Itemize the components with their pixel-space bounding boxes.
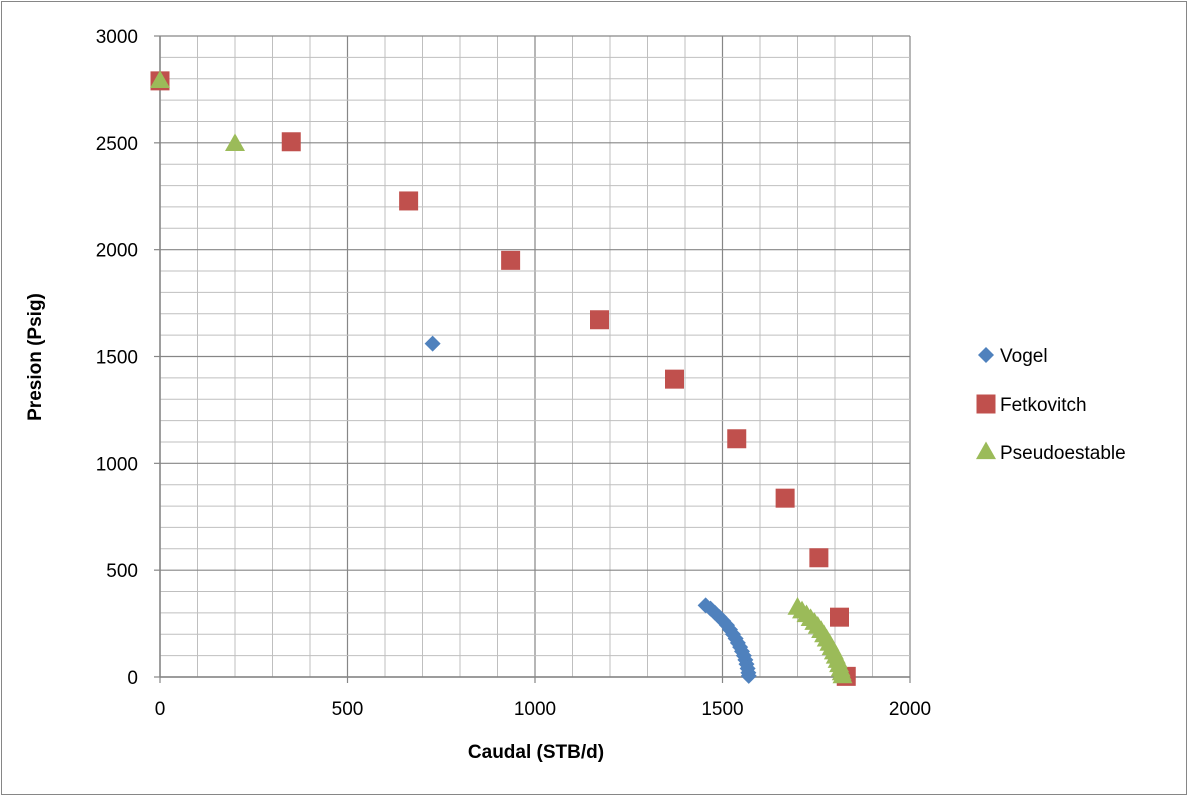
y-tick-label: 1500 xyxy=(96,348,138,369)
tick-labels: 0 500 1000 1500 2000 0 500 1000 1500 2000 2500 3000 xyxy=(96,27,931,720)
y-tick-label: 3000 xyxy=(96,27,138,48)
series-layer xyxy=(150,70,856,686)
data-point-pseudoestable xyxy=(150,70,170,89)
x-tick-label: 2000 xyxy=(889,699,931,720)
legend-marker-pseudoestable xyxy=(976,441,996,460)
data-point-fetkovitch xyxy=(501,250,521,270)
y-tick-label: 2500 xyxy=(96,134,138,155)
legend-item-fetkovitch: Fetkovitch xyxy=(976,394,1087,416)
data-point-fetkovitch xyxy=(809,548,829,568)
y-tick-label: 2000 xyxy=(96,241,138,262)
data-point-fetkovitch xyxy=(281,132,301,152)
data-point-pseudoestable xyxy=(225,133,245,152)
y-tick-label: 0 xyxy=(127,668,138,689)
legend-label: Vogel xyxy=(1000,346,1048,367)
x-axis-title: Caudal (STB/d) xyxy=(468,742,604,763)
data-point-fetkovitch xyxy=(727,429,747,449)
series-vogel xyxy=(424,335,757,684)
data-point-fetkovitch xyxy=(775,488,795,508)
legend-marker-fetkovitch xyxy=(976,394,996,414)
y-tick-label: 1000 xyxy=(96,454,138,475)
data-point-vogel xyxy=(740,667,757,684)
legend-label: Fetkovitch xyxy=(1000,395,1087,416)
legend-marker-vogel xyxy=(978,347,994,363)
x-tick-label: 500 xyxy=(332,699,364,720)
data-point-fetkovitch xyxy=(665,369,684,389)
data-point-fetkovitch xyxy=(399,191,419,211)
y-tick-label: 500 xyxy=(106,561,138,582)
legend: Vogel Fetkovitch Pseudoestable xyxy=(976,346,1126,464)
x-tick-label: 1000 xyxy=(514,699,556,720)
data-point-pseudoestable xyxy=(832,665,853,684)
y-axis-title: Presion (Psig) xyxy=(25,293,46,421)
x-tick-label: 1500 xyxy=(701,699,743,720)
x-tick-label: 0 xyxy=(155,699,166,720)
legend-item-pseudoestable: Pseudoestable xyxy=(976,441,1126,464)
data-point-vogel xyxy=(424,335,441,352)
legend-label: Pseudoestable xyxy=(1000,443,1126,464)
data-point-fetkovitch xyxy=(590,310,609,330)
legend-item-vogel: Vogel xyxy=(978,346,1048,367)
series-pseudoestable xyxy=(150,70,853,684)
data-point-fetkovitch xyxy=(830,607,849,627)
